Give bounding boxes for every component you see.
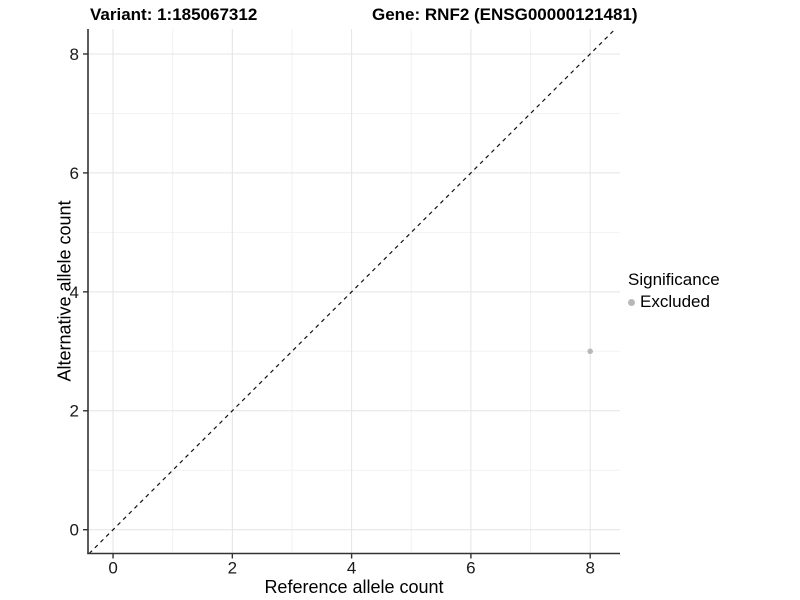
tick-marks [83,53,591,559]
grid-major [88,29,620,554]
x-tick-label: 8 [585,559,594,578]
grid-minor [88,29,620,554]
plot-title-gene: Gene: RNF2 (ENSG00000121481) [372,5,638,24]
x-tick-label: 4 [347,559,356,578]
x-tick-label: 0 [108,559,117,578]
data-point [587,348,593,355]
axes [87,29,620,555]
tick-labels: 0 2 4 6 8 0 2 4 6 8 [70,45,595,578]
y-tick-label: 2 [70,402,79,421]
x-tick-label: 6 [466,559,475,578]
legend-point-icon [628,298,635,306]
data-points [587,348,593,355]
legend: Significance Excluded [628,270,720,312]
x-tick-label: 2 [228,559,237,578]
y-tick-label: 4 [70,283,79,302]
y-tick-label: 0 [70,521,79,540]
legend-item-excluded: Excluded [628,292,720,312]
identity-line [88,28,616,554]
x-axis-title: Reference allele count [264,577,444,597]
y-axis-title: Alternative allele count [54,200,75,382]
y-tick-label: 6 [70,164,79,183]
y-tick-label: 8 [70,45,79,64]
legend-title: Significance [628,270,720,289]
legend-item-label: Excluded [640,292,710,311]
plot-title-variant: Variant: 1:185067312 [90,5,258,24]
